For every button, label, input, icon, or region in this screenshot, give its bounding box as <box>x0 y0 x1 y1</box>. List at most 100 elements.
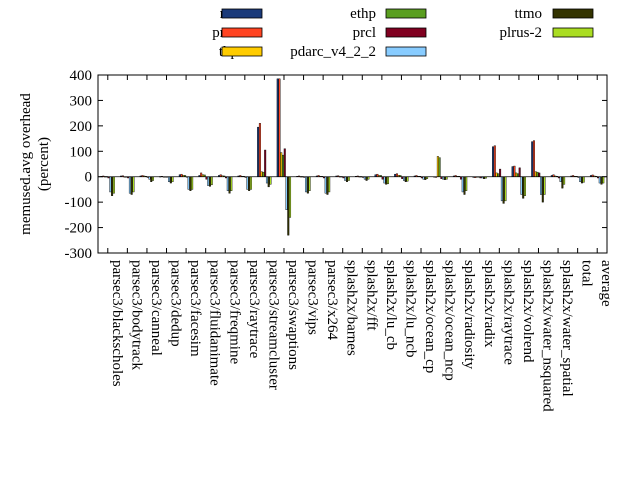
bar-plrus-2 <box>523 176 526 196</box>
x-tick-label: splash2x/water_nsquared <box>539 260 555 412</box>
bar-prec <box>278 78 281 177</box>
bar-ttmo <box>130 176 133 195</box>
bar-plrus-2 <box>191 176 194 190</box>
bar-pdarc_v4_2_2 <box>579 176 582 182</box>
x-tick-label: splash2x/fft <box>363 260 379 331</box>
bar-rec <box>276 78 279 177</box>
bar-ttmo <box>385 176 388 185</box>
bar-prcl <box>499 168 502 177</box>
bar-ttmo <box>248 176 251 191</box>
bar-plrus-2 <box>406 176 409 182</box>
bar-ttmo <box>267 176 270 188</box>
bar-plrus-2 <box>602 176 605 184</box>
legend-label-ethp: ethp <box>350 6 376 22</box>
x-tick-label: splash2x/volrend <box>520 260 536 363</box>
legend-swatch-rec <box>221 8 263 19</box>
bar-ttmo <box>228 176 231 194</box>
bar-pdarc_v4_2_2 <box>207 176 210 186</box>
bar-pdarc_v4_2_2 <box>344 176 347 181</box>
bar-thp <box>515 172 518 177</box>
bar-prcl <box>518 167 521 177</box>
x-tick-label: splash2x/ocean_cp <box>422 260 438 373</box>
bar-thp <box>280 152 283 177</box>
bar-ttmo <box>306 176 309 194</box>
bar-plrus-2 <box>563 176 566 185</box>
bar-ttmo <box>600 176 603 185</box>
x-tick-label: parsec3/x264 <box>324 260 340 340</box>
bar-rec <box>511 166 514 177</box>
y-axis-label-line: (percent) <box>36 137 52 191</box>
y-tick-label: 300 <box>70 93 93 109</box>
bar-ttmo <box>541 176 544 203</box>
bar-plrus-2 <box>347 176 350 181</box>
x-tick-label: total <box>579 260 595 287</box>
bar-pdarc_v4_2_2 <box>128 176 131 194</box>
bar-ttmo <box>111 176 114 196</box>
legend-label-ttmo: ttmo <box>514 6 542 22</box>
bar-ttmo <box>346 176 348 182</box>
bar-plrus-2 <box>230 176 233 191</box>
y-axis-label: memused.avg overhead (percent) <box>18 93 52 235</box>
x-tick-label: splash2x/ocean_ncp <box>442 260 458 381</box>
bar-plrus-2 <box>504 176 507 202</box>
bar-prec <box>513 165 516 177</box>
bar-prec <box>200 172 203 177</box>
y-tick-label: 400 <box>70 68 93 84</box>
legend: recprecthpethpprclpdarc_v4_2_2ttmoplrus-… <box>212 6 594 60</box>
bar-pdarc_v4_2_2 <box>285 176 288 210</box>
bar-ethp <box>497 173 500 177</box>
bar-plrus-2 <box>112 176 115 194</box>
bar-pdarc_v4_2_2 <box>540 176 543 195</box>
bar-ethp <box>262 171 265 177</box>
x-tick-label: parsec3/vips <box>305 260 321 335</box>
legend-label-prcl: prcl <box>353 25 376 41</box>
x-tick-label: splash2x/water_spatial <box>559 260 575 397</box>
bar-plrus-2 <box>386 176 389 185</box>
legend-swatch-thp <box>221 46 263 57</box>
bar-plrus-2 <box>289 176 292 218</box>
bar-rec <box>492 146 495 177</box>
x-tick-label: splash2x/barnes <box>344 260 360 356</box>
legend-swatch-prec <box>221 27 263 38</box>
x-tick-label: parsec3/swaptions <box>285 260 301 370</box>
bar-thp <box>436 156 439 177</box>
bar-plrus-2 <box>249 176 252 190</box>
bar-ttmo <box>208 176 211 187</box>
bar-ttmo <box>287 176 290 236</box>
x-axis-ticks: parsec3/blackscholes parsec3/bodytrack par… <box>107 75 614 412</box>
bar-pdarc_v4_2_2 <box>305 176 308 193</box>
x-tick-label: parsec3/canneal <box>148 260 164 356</box>
bar-ttmo <box>404 176 407 182</box>
bar-plrus-2 <box>328 176 331 193</box>
x-tick-label: parsec3/fluidanimate <box>207 260 223 386</box>
x-tick-label: parsec3/freqmine <box>226 260 242 364</box>
bar-ttmo <box>189 176 192 191</box>
bar-ethp <box>516 173 519 177</box>
x-tick-label: parsec3/streamcluster <box>265 260 281 390</box>
bar-ttmo <box>463 176 466 195</box>
bar-pdarc_v4_2_2 <box>187 176 190 190</box>
bar-rec <box>531 141 534 177</box>
bar-ttmo <box>150 176 153 182</box>
bar-ttmo <box>580 176 583 184</box>
legend-swatch-prcl <box>385 27 427 38</box>
y-tick-label: 0 <box>85 170 93 186</box>
x-tick-label: parsec3/dedup <box>168 260 184 347</box>
bar-plrus-2 <box>269 176 272 185</box>
x-tick-label: parsec3/blackscholes <box>109 260 125 387</box>
bar-prcl <box>264 149 267 177</box>
bar-thp <box>495 172 498 177</box>
x-tick-label: splash2x/radix <box>481 260 497 348</box>
bars <box>100 78 605 236</box>
bar-ttmo <box>502 176 505 204</box>
bar-pdarc_v4_2_2 <box>500 176 503 202</box>
bar-rec <box>257 126 260 177</box>
bar-plrus-2 <box>210 176 213 186</box>
x-tick-label: splash2x/raytrace <box>500 260 516 365</box>
bar-prec <box>395 173 398 177</box>
legend-swatch-plrus-2 <box>552 27 594 38</box>
x-tick-label: splash2x/lu_cb <box>383 260 399 350</box>
y-tick-label: 200 <box>70 119 93 135</box>
bar-pdarc_v4_2_2 <box>520 176 523 195</box>
